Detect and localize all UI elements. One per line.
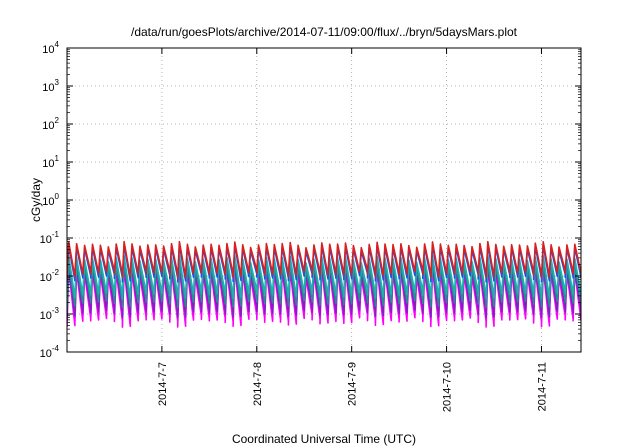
y-tick-label-base: 10 [40,348,52,360]
y-tick-label-exponent: -1 [52,230,60,239]
y-tick-label-base: 10 [42,158,54,170]
y-tick-label-exponent: 1 [55,154,60,163]
x-tick-label: 2014-7-9 [347,362,359,406]
y-tick-label-exponent: -3 [52,306,60,315]
series-line [67,240,581,279]
y-tick-label-base: 10 [42,196,54,208]
y-tick-label-base: 10 [42,120,54,132]
y-tick-label-exponent: 3 [55,78,60,87]
x-axis: 2014-7-7 2014-7-8 2014-7-9 2014-7-10 2014-7-… [157,48,548,412]
x-tick-label: 2014-7-11 [536,362,548,411]
y-tick-label: 103 [42,78,59,94]
y-tick-label-base: 10 [40,310,52,322]
y-tick-label-exponent: -4 [52,344,60,353]
y-tick-label-exponent: 2 [55,116,60,125]
chart-title: /data/run/goesPlots/archive/2014-07-11/0… [131,25,518,39]
x-tick-label: 2014-7-7 [157,362,169,406]
y-tick-label-base: 10 [40,272,52,284]
y-tick-label: 102 [42,116,59,132]
y-tick-label-base: 10 [42,82,54,94]
y-tick-label: 101 [42,154,59,170]
y-tick-label: 10-1 [40,230,60,246]
y-tick-label: 100 [42,192,59,208]
y-tick-label: 10-2 [40,268,60,284]
y-tick-label: 104 [42,40,59,56]
y-tick-label-exponent: -2 [52,268,60,277]
grid [67,48,581,352]
y-tick-label-exponent: 4 [55,40,60,49]
y-tick-label: 10-4 [40,344,60,360]
series-layer [67,240,581,328]
y-tick-label: 10-3 [40,306,60,322]
y-tick-label-base: 10 [42,44,54,56]
x-tick-label: 2014-7-10 [442,362,454,412]
y-tick-label-base: 10 [40,234,52,246]
x-tick-label: 2014-7-8 [252,362,264,406]
y-tick-label-exponent: 0 [55,192,60,201]
x-axis-label: Coordinated Universal Time (UTC) [232,432,416,446]
y-axis-label: cGy/day [29,178,43,222]
